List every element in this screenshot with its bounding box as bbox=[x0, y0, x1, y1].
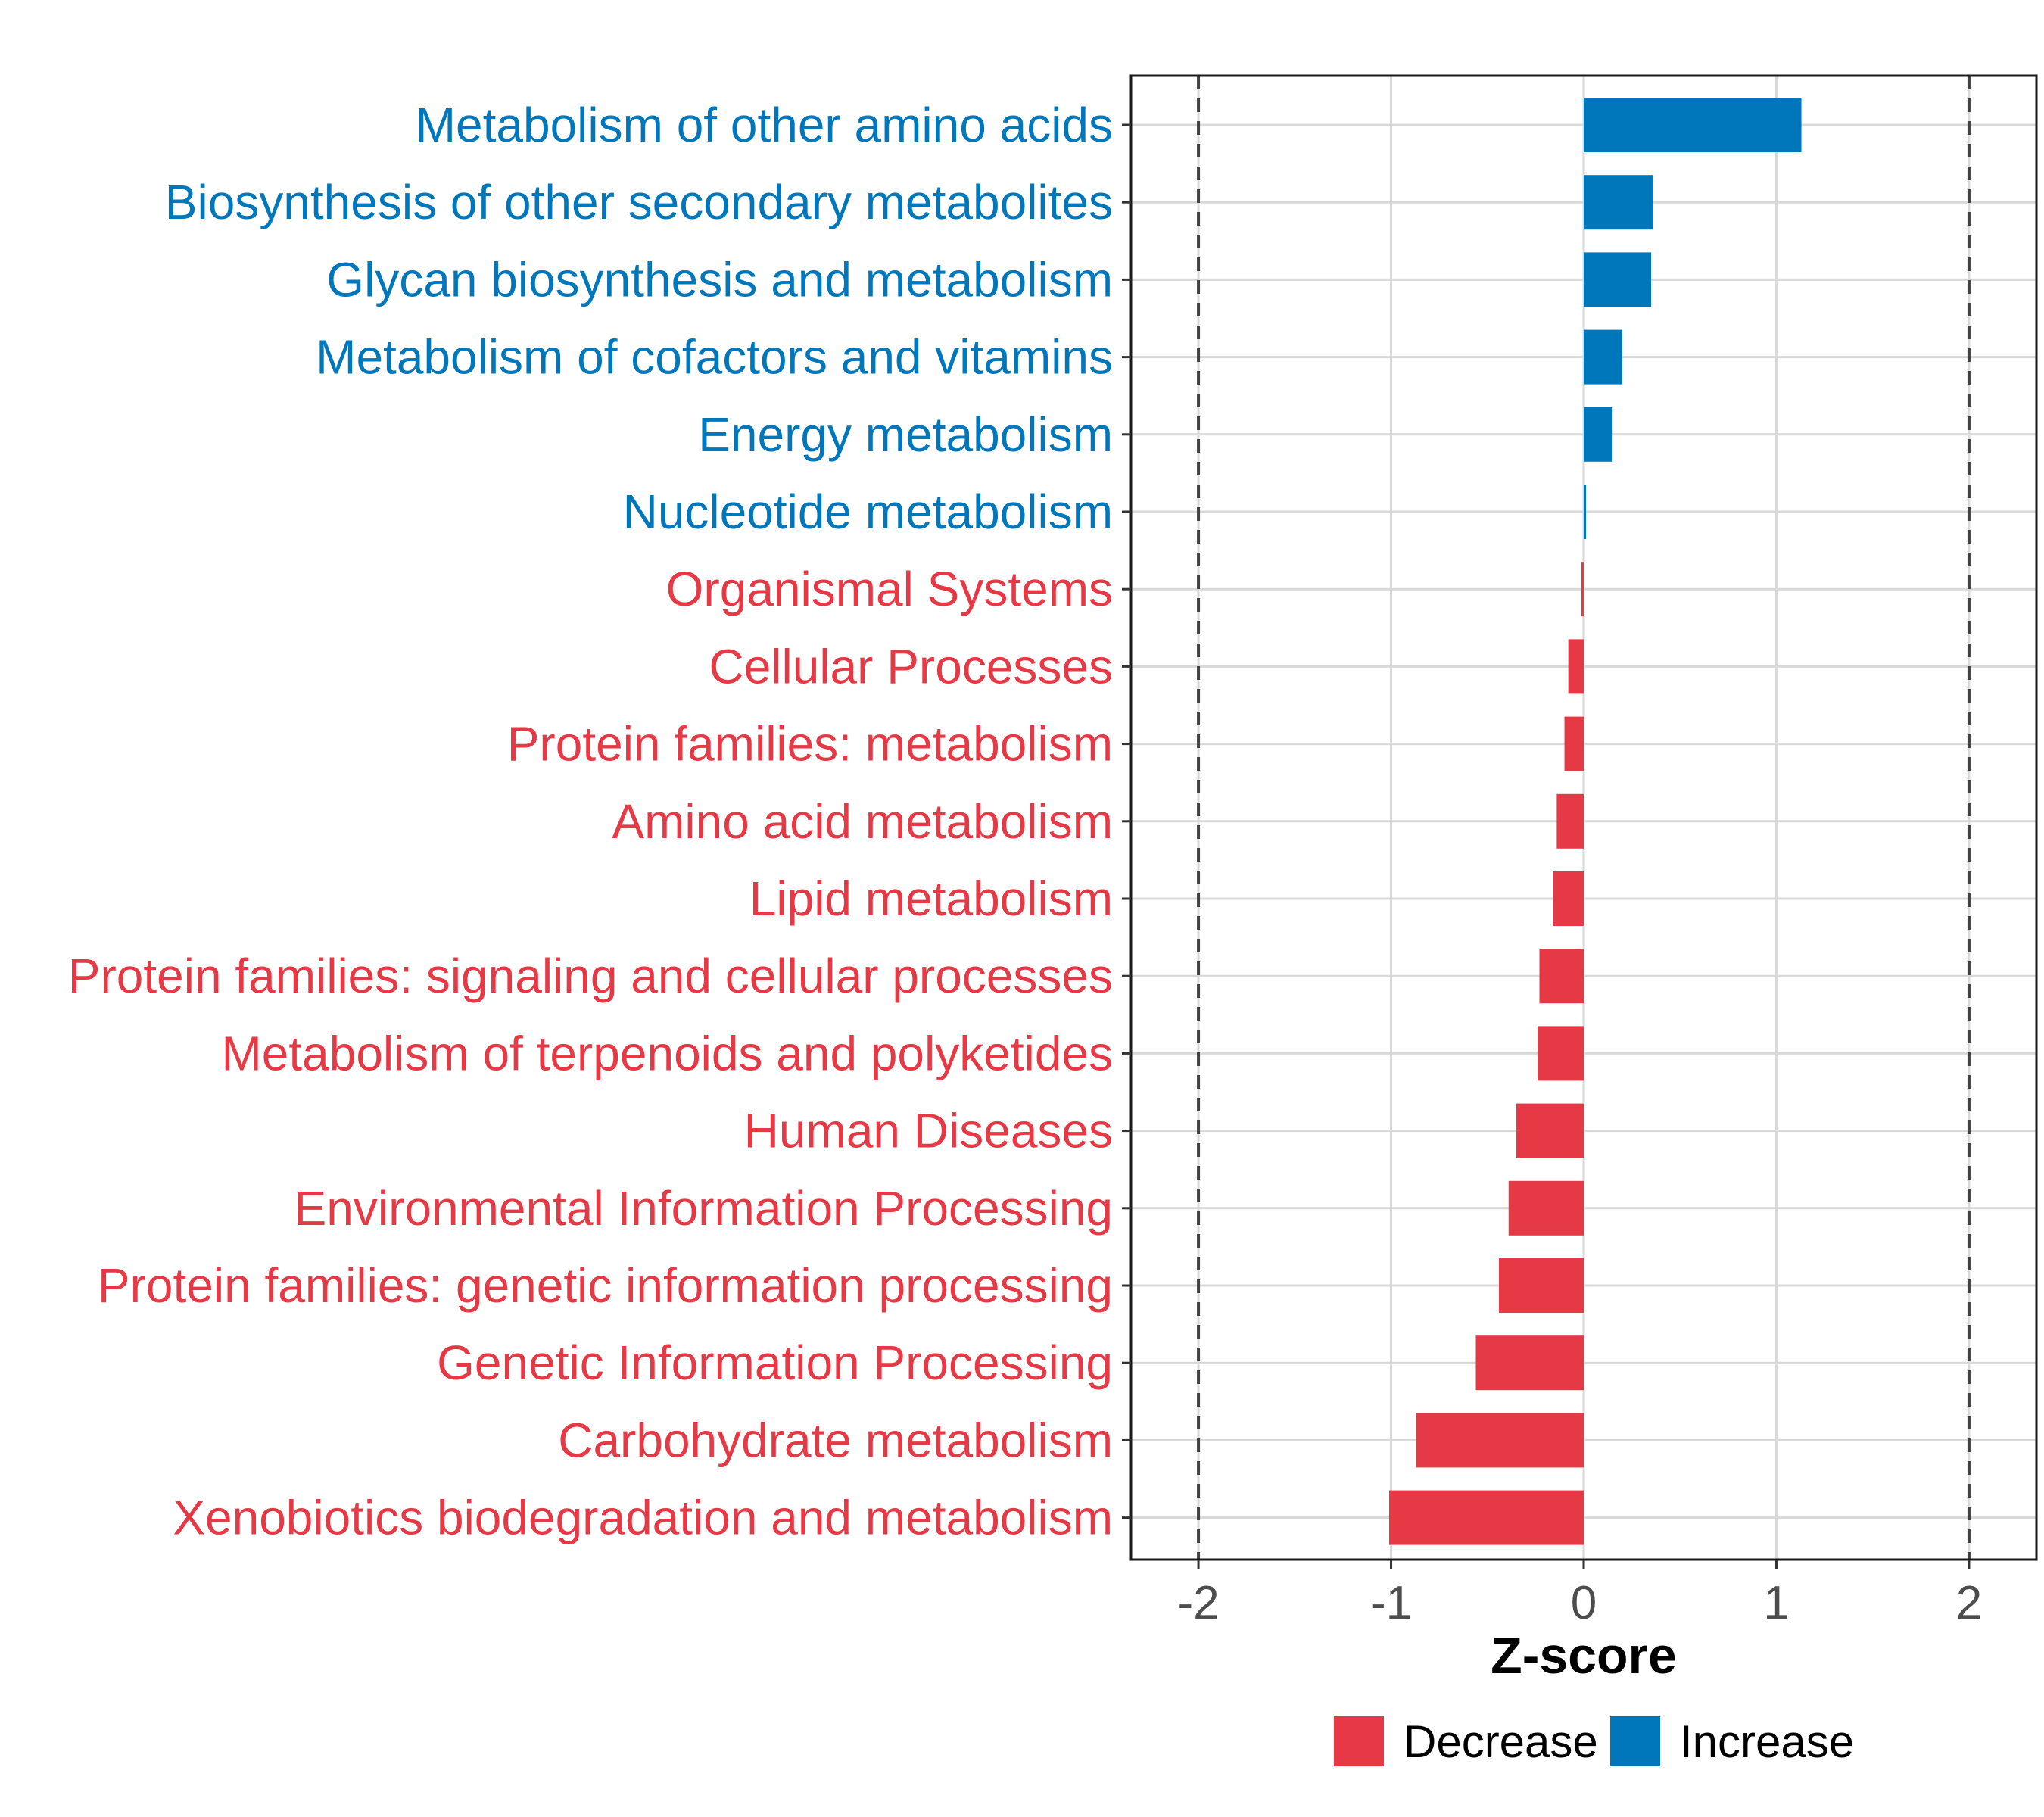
bar bbox=[1584, 252, 1652, 307]
bar bbox=[1516, 1103, 1584, 1158]
legend-label: Increase bbox=[1680, 1716, 1854, 1767]
category-label: Energy metabolism bbox=[698, 407, 1113, 462]
category-label: Protein families: metabolism bbox=[507, 717, 1113, 771]
x-tick-label: 1 bbox=[1763, 1577, 1789, 1629]
bar bbox=[1556, 793, 1584, 849]
bar bbox=[1564, 716, 1584, 771]
bar bbox=[1539, 949, 1584, 1004]
category-label: Environmental Information Processing bbox=[294, 1181, 1113, 1236]
category-label: Glycan biosynthesis and metabolism bbox=[326, 252, 1113, 307]
x-tick-label: -1 bbox=[1370, 1577, 1412, 1629]
category-label: Metabolism of terpenoids and polyketides bbox=[221, 1026, 1113, 1080]
y-axis-ticks: Metabolism of other amino acids Biosynthe… bbox=[68, 98, 1131, 1545]
bars bbox=[1388, 98, 1802, 1545]
x-tick-label: 2 bbox=[1956, 1577, 1982, 1629]
bar bbox=[1568, 639, 1584, 694]
category-label: Xenobiotics biodegradation and metabolis… bbox=[173, 1491, 1113, 1545]
x-tick-label: 0 bbox=[1571, 1577, 1597, 1629]
legend-key bbox=[1334, 1716, 1384, 1766]
category-label: Amino acid metabolism bbox=[612, 794, 1113, 849]
x-tick-label: -2 bbox=[1177, 1577, 1219, 1629]
category-label: Genetic Information Processing bbox=[437, 1335, 1113, 1390]
category-label: Metabolism of other amino acids bbox=[416, 98, 1113, 152]
category-label: Lipid metabolism bbox=[749, 871, 1113, 926]
reference-lines bbox=[1197, 76, 1971, 1560]
category-label: Carbohydrate metabolism bbox=[558, 1413, 1113, 1467]
bar bbox=[1537, 1026, 1584, 1081]
bar bbox=[1388, 1490, 1584, 1545]
legend-key bbox=[1610, 1716, 1660, 1766]
bar bbox=[1584, 485, 1586, 539]
bar bbox=[1499, 1258, 1584, 1313]
bar bbox=[1416, 1413, 1584, 1468]
category-label: Biosynthesis of other secondary metaboli… bbox=[165, 175, 1113, 229]
bar bbox=[1581, 562, 1584, 617]
bar bbox=[1584, 175, 1653, 230]
category-label: Organismal Systems bbox=[666, 562, 1113, 616]
category-label: Metabolism of cofactors and vitamins bbox=[316, 330, 1113, 385]
legend: Decrease Increase bbox=[1334, 1716, 1854, 1767]
legend-label: Decrease bbox=[1404, 1716, 1598, 1767]
x-axis-ticks: -2 -1 0 1 2 bbox=[1177, 1560, 1982, 1629]
category-label: Protein families: genetic information pr… bbox=[98, 1258, 1113, 1313]
bar bbox=[1475, 1335, 1584, 1391]
category-label: Cellular Processes bbox=[709, 639, 1113, 693]
category-label: Nucleotide metabolism bbox=[623, 485, 1113, 539]
x-axis-title: Z-score bbox=[1491, 1627, 1677, 1685]
bar bbox=[1508, 1180, 1584, 1236]
bar bbox=[1584, 407, 1613, 462]
bar bbox=[1584, 98, 1802, 152]
category-label: Protein families: signaling and cellular… bbox=[68, 949, 1113, 1003]
bar bbox=[1553, 871, 1584, 926]
bar bbox=[1584, 329, 1622, 385]
category-label: Human Diseases bbox=[744, 1104, 1113, 1158]
